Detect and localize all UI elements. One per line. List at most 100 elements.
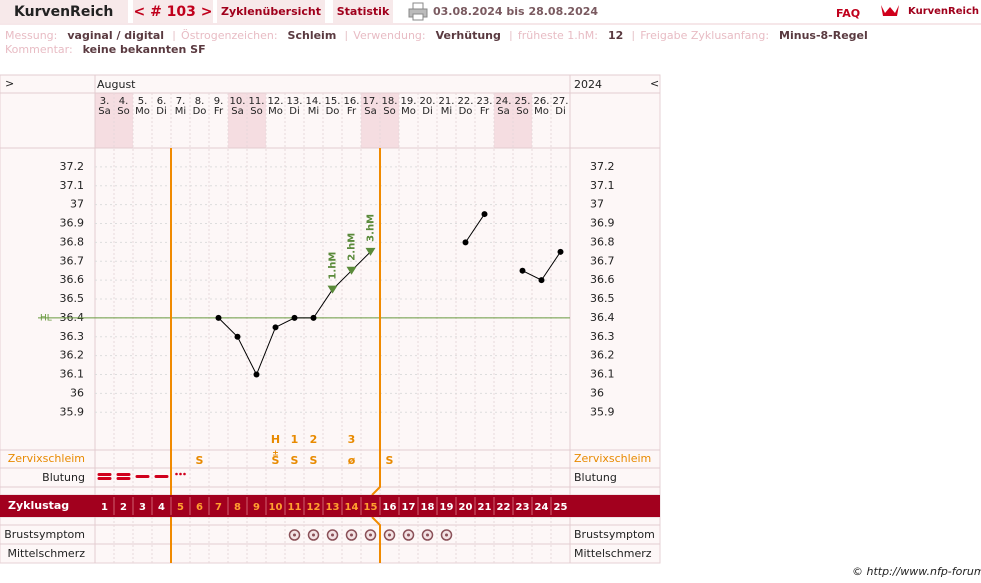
- date-label: 21.: [439, 96, 455, 107]
- y-tick-label: 36.9: [60, 217, 85, 230]
- date-label: 6.: [157, 96, 167, 107]
- y-tick-label: 36: [70, 386, 84, 399]
- bleeding-mark: [97, 477, 112, 480]
- mucus-note: 2: [310, 433, 318, 446]
- mucus-note: 1: [291, 433, 299, 446]
- breast-symptom-dot: [445, 533, 448, 537]
- cycle-day: 2: [120, 502, 127, 513]
- cycle-day: 24: [535, 502, 549, 513]
- weekday-label: Sa: [364, 106, 376, 117]
- tab[interactable]: Statistik: [337, 5, 390, 18]
- info-label: Verwendung:: [353, 29, 425, 42]
- row-label: Mittelschmerz: [7, 547, 85, 560]
- cycle-nav-box: [133, 0, 213, 23]
- footer[interactable]: © http://www.nfp-forum.de: [852, 565, 981, 578]
- tab[interactable]: Zyklenübersicht: [221, 5, 321, 18]
- hm-marker: [346, 266, 357, 275]
- row-label: Blutung: [574, 471, 617, 484]
- weekday-label: So: [250, 106, 262, 117]
- date-label: 12.: [268, 96, 284, 107]
- mucus-mark: ø: [348, 454, 356, 467]
- month: August: [97, 78, 136, 91]
- cycle-day: 4: [158, 502, 165, 513]
- nav-prev[interactable]: >: [5, 77, 14, 90]
- info-value: Schleim: [288, 29, 337, 42]
- temperature-point: [291, 314, 298, 321]
- y2-tick-label: 36.7: [590, 254, 615, 267]
- date-label: 27.: [553, 96, 569, 107]
- weekend-shade: [361, 93, 380, 148]
- nav-next[interactable]: <: [650, 77, 659, 90]
- date-label: 14.: [306, 96, 322, 107]
- hm-label: 3.hM: [366, 214, 377, 242]
- y2-tick-label: 37.2: [590, 160, 615, 173]
- y-tick-label: 36.6: [60, 273, 85, 286]
- temperature-point: [253, 371, 260, 378]
- cycle-day: 18: [421, 502, 435, 513]
- y2-tick-label: 35.9: [590, 405, 615, 418]
- cycle-nav[interactable]: < # 103 >: [133, 4, 212, 20]
- row-label: Zervixschleim: [8, 452, 85, 465]
- row-label: Brustsymptom: [574, 528, 655, 541]
- y-tick-label: 36.7: [60, 254, 85, 267]
- date-label: 10.: [230, 96, 246, 107]
- y2-tick-label: 36.9: [590, 217, 615, 230]
- weekend-shade: [494, 93, 513, 148]
- brand[interactable]: KurvenReich: [14, 4, 113, 20]
- temperature-point: [538, 277, 545, 284]
- cycle-day: 20: [459, 502, 473, 513]
- info-label: Freigabe Zyklusanfang:: [640, 29, 769, 42]
- y2-tick-label: 36.8: [590, 235, 615, 248]
- breast-symptom-dot: [388, 533, 391, 537]
- breast-symptom-dot: [407, 533, 410, 537]
- y-tick-label: 36.5: [60, 292, 85, 305]
- faq-link[interactable]: FAQ: [836, 7, 860, 20]
- weekday-label: Mi: [175, 106, 186, 117]
- y2-tick-label: 36.1: [590, 368, 615, 381]
- y2-tick-label: 36.4: [590, 311, 615, 324]
- temperature-point: [310, 314, 317, 321]
- bleeding-mark: [116, 477, 131, 480]
- row-label: Brustsymptom: [4, 528, 85, 541]
- date-label: 4.: [119, 96, 129, 107]
- cycle-day: 9: [253, 502, 260, 513]
- breast-symptom-dot: [350, 533, 353, 537]
- logo-icon: [881, 5, 899, 16]
- date-label: 17.: [363, 96, 379, 107]
- breast-symptom-dot: [369, 533, 372, 537]
- bleeding-dot: [183, 472, 186, 476]
- date-label: 26.: [534, 96, 550, 107]
- hm-label: 1.hM: [328, 252, 339, 280]
- y-tick-label: 37.2: [60, 160, 85, 173]
- cycle-day: 7: [215, 502, 222, 513]
- cycle-day: 14: [345, 502, 359, 513]
- weekday-label: Do: [193, 106, 207, 117]
- cycle-day: 8: [234, 502, 241, 513]
- breast-symptom-dot: [293, 533, 296, 537]
- cycle-day: 22: [497, 502, 511, 513]
- cycle-day: 13: [326, 502, 340, 513]
- breast-symptom-dot: [312, 533, 315, 537]
- row-label: Zyklustag: [8, 499, 69, 512]
- phase-line: [371, 148, 381, 563]
- date-label: 19.: [401, 96, 417, 107]
- weekday-label: Sa: [231, 106, 243, 117]
- date-label: 3.: [100, 96, 110, 107]
- date-label: 23.: [477, 96, 493, 107]
- date-label: 11.: [249, 96, 265, 107]
- cycle-day: 21: [478, 502, 492, 513]
- cycle-day: 3: [139, 502, 146, 513]
- weekend-shade: [513, 93, 532, 148]
- weekday-label: Di: [422, 106, 432, 117]
- temperature-point: [462, 239, 469, 246]
- weekend-shade: [247, 93, 266, 148]
- mucus-mark: S: [196, 454, 204, 467]
- y2-tick-label: 36: [590, 386, 604, 399]
- logo[interactable]: KurvenReich: [908, 6, 979, 17]
- weekday-label: Fr: [214, 106, 224, 117]
- info-label: Östrogenzeichen:: [181, 29, 278, 42]
- cycle-day: 10: [269, 502, 283, 513]
- printer-icon[interactable]: [408, 2, 428, 21]
- weekday-label: Do: [326, 106, 340, 117]
- breast-symptom-dot: [426, 533, 429, 537]
